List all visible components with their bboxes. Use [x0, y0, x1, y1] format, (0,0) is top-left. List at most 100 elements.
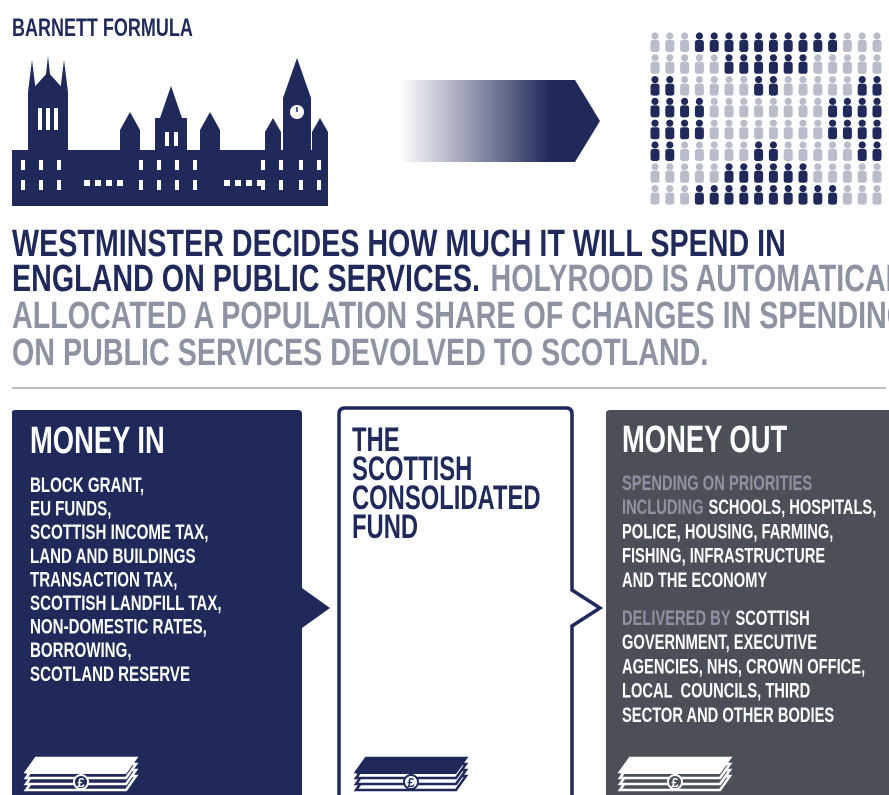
person-body [695, 127, 704, 139]
box-item: FISHING, INFRASTRUCTURE [622, 544, 825, 567]
person-head [770, 76, 777, 83]
box-item-text: TRANSACTION TAX, [30, 567, 177, 591]
person-head [873, 32, 880, 39]
person-body [754, 171, 763, 183]
person-head [859, 54, 866, 61]
person-body [710, 171, 719, 183]
window [317, 160, 321, 170]
person-body [799, 105, 808, 117]
box-item: INCLUDINGSCHOOLS, HOSPITALS, [622, 496, 876, 519]
person-head [711, 54, 718, 61]
person-body [710, 40, 719, 52]
person-head [740, 54, 747, 61]
person-head [666, 185, 673, 192]
person-head [859, 98, 866, 105]
person-head [770, 98, 777, 105]
person-body [799, 84, 808, 96]
box-title-text: MONEY OUT [622, 419, 787, 461]
person-head [785, 76, 792, 83]
person-body [799, 193, 808, 205]
window [157, 180, 161, 190]
person-head [666, 32, 673, 39]
person-head [873, 76, 880, 83]
person-body [843, 84, 852, 96]
window [38, 108, 42, 130]
window [106, 180, 112, 186]
parliament-part [120, 130, 140, 152]
currency-symbol: £ [671, 775, 679, 790]
person-body [754, 105, 763, 117]
person-body [665, 193, 674, 205]
window [157, 160, 161, 170]
person-body [873, 84, 882, 96]
person-head [799, 185, 806, 192]
person-head [799, 163, 806, 170]
person-body [665, 171, 674, 183]
person-body [710, 62, 719, 74]
person-head [814, 54, 821, 61]
window [95, 180, 101, 186]
person-head [651, 54, 658, 61]
box-item-text: SCOTLAND RESERVE [30, 661, 190, 685]
person-body [828, 62, 837, 74]
person-body [784, 84, 793, 96]
box-title-text: MONEY IN [30, 420, 165, 462]
box-item: SCOTTISH INCOME TAX, [30, 520, 208, 544]
person-body [769, 193, 778, 205]
person-head [814, 141, 821, 148]
person-head [651, 32, 658, 39]
person-head [873, 141, 880, 148]
person-body [873, 62, 882, 74]
parliament-part [160, 86, 182, 118]
person-head [755, 185, 762, 192]
person-head [873, 120, 880, 127]
person-head [651, 76, 658, 83]
box-item: AND THE ECONOMY [622, 568, 767, 591]
person-head [755, 76, 762, 83]
person-head [696, 98, 703, 105]
person-body [784, 171, 793, 183]
person-body [665, 105, 674, 117]
window [317, 180, 321, 190]
person-head [725, 54, 732, 61]
person-body [739, 149, 748, 161]
person-head [844, 98, 851, 105]
person-head [696, 163, 703, 170]
window [39, 160, 43, 170]
person-body [813, 40, 822, 52]
window [193, 180, 197, 190]
infographic: BARNETT FORMULAWESTMINSTER DECIDES HOW M… [0, 0, 889, 795]
window [246, 180, 252, 186]
parliament-part [312, 118, 328, 132]
person-head [740, 141, 747, 148]
headline-text: HOLYROOD IS AUTOMATICALLY [491, 258, 889, 300]
person-head [829, 98, 836, 105]
window [257, 180, 263, 186]
person-body [799, 171, 808, 183]
person-body [769, 62, 778, 74]
box-title: MONEY OUT [622, 419, 787, 461]
person-body [665, 84, 674, 96]
person-body [695, 40, 704, 52]
person-head [681, 32, 688, 39]
headline-text: ALLOCATED A POPULATION SHARE OF CHANGES … [12, 295, 889, 337]
person-head [651, 120, 658, 127]
person-head [785, 163, 792, 170]
parliament-part [265, 118, 281, 132]
person-body [858, 84, 867, 96]
person-body [873, 40, 882, 52]
person-body [725, 171, 734, 183]
person-head [799, 32, 806, 39]
person-body [784, 62, 793, 74]
person-body [739, 40, 748, 52]
person-head [770, 141, 777, 148]
person-head [814, 163, 821, 170]
person-head [681, 76, 688, 83]
window [261, 160, 265, 170]
window [57, 160, 61, 170]
person-head [844, 32, 851, 39]
person-body [651, 193, 660, 205]
person-body [710, 193, 719, 205]
person-head [785, 98, 792, 105]
muted-text: SPENDING ON PRIORITIES [622, 471, 812, 494]
